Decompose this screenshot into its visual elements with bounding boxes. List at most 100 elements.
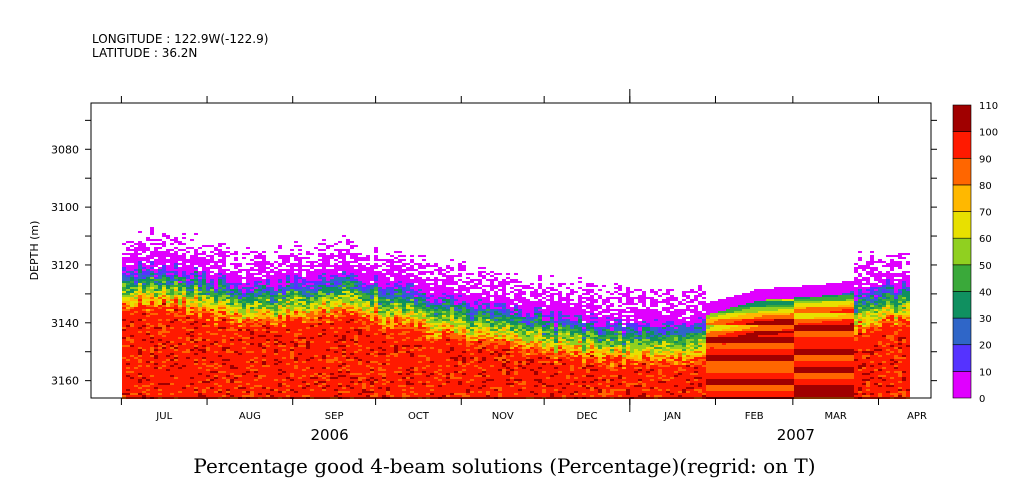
heatmap-cell [214, 385, 218, 387]
heatmap-cell [334, 355, 338, 357]
heatmap-cell [226, 315, 230, 317]
heatmap-cell [254, 279, 258, 281]
heatmap-cell [222, 343, 226, 345]
heatmap-cell [158, 283, 162, 285]
heatmap-cell [326, 347, 330, 349]
heatmap-cell [302, 383, 306, 385]
heatmap-cell [258, 261, 262, 263]
heatmap-cell [218, 355, 222, 357]
heatmap-cell [178, 285, 182, 287]
heatmap-cell [358, 377, 362, 379]
heatmap-cell [266, 261, 270, 263]
heatmap-cell [354, 291, 358, 293]
heatmap-cell [142, 329, 146, 331]
heatmap-cell [394, 361, 398, 363]
heatmap-cell [274, 283, 278, 285]
heatmap-cell [346, 355, 350, 357]
heatmap-cell [206, 271, 210, 273]
heatmap-cell [354, 323, 358, 325]
heatmap-cell [130, 395, 134, 397]
heatmap-cell [398, 317, 402, 319]
heatmap-cell [326, 335, 330, 337]
heatmap-cell [214, 321, 218, 323]
heatmap-cell [154, 357, 158, 359]
heatmap-cell [230, 277, 234, 279]
heatmap-cell [142, 315, 146, 317]
heatmap-cell [306, 271, 310, 273]
heatmap-cell [134, 287, 138, 289]
heatmap-cell [270, 367, 274, 369]
heatmap-cell [170, 283, 174, 285]
heatmap-cell [270, 297, 274, 299]
heatmap-cell [258, 363, 262, 365]
heatmap-cell [314, 329, 318, 331]
heatmap-cell [254, 351, 258, 353]
heatmap-cell [334, 271, 338, 273]
heatmap-cell [222, 305, 226, 307]
heatmap-cell [122, 361, 126, 363]
heatmap-cell [170, 341, 174, 343]
heatmap-cell [210, 267, 214, 269]
heatmap-cell [226, 373, 230, 375]
heatmap-cell [258, 257, 262, 259]
heatmap-cell [158, 337, 162, 339]
heatmap-cell [226, 337, 230, 339]
heatmap-cell [238, 287, 242, 289]
heatmap-cell [150, 383, 154, 385]
heatmap-cell [170, 273, 174, 275]
heatmap-cell [270, 307, 274, 309]
heatmap-cell [274, 315, 278, 317]
heatmap-cell [170, 281, 174, 283]
heatmap-cell [334, 323, 338, 325]
heatmap-cell [290, 331, 294, 333]
heatmap-cell [334, 315, 338, 317]
heatmap-cell [190, 255, 194, 257]
heatmap-cell [198, 331, 202, 333]
heatmap-cell [194, 279, 198, 281]
heatmap-cell [178, 393, 182, 395]
heatmap-cell [186, 357, 190, 359]
heatmap-cell [314, 379, 318, 381]
heatmap-cell [190, 371, 194, 373]
heatmap-cell [174, 375, 178, 377]
heatmap-cell [294, 337, 298, 339]
heatmap-cell [182, 273, 186, 275]
heatmap-cell [246, 317, 250, 319]
heatmap-cell [294, 269, 298, 271]
heatmap-cell [206, 261, 210, 263]
heatmap-cell [266, 297, 270, 299]
heatmap-cell [230, 307, 234, 309]
heatmap-cell [166, 355, 170, 357]
heatmap-cell [234, 303, 238, 305]
heatmap-cell [226, 317, 230, 319]
heatmap-cell [138, 361, 142, 363]
heatmap-cell [330, 309, 334, 311]
heatmap-cell [178, 289, 182, 291]
heatmap-cell [230, 327, 234, 329]
heatmap-cell [282, 369, 286, 371]
heatmap-cell [278, 323, 282, 325]
heatmap-cell [290, 303, 294, 305]
heatmap-cell [222, 371, 226, 373]
heatmap-cell [150, 333, 154, 335]
heatmap-cell [186, 293, 190, 295]
heatmap-cell [194, 375, 198, 377]
heatmap-cell [398, 361, 402, 363]
heatmap-cell [202, 317, 206, 319]
heatmap-cell [214, 315, 218, 317]
heatmap-cell [250, 299, 254, 301]
heatmap-cell [342, 315, 346, 317]
heatmap-cell [270, 271, 274, 273]
heatmap-cell [126, 265, 130, 267]
heatmap-cell [382, 339, 386, 341]
heatmap-cell [202, 361, 206, 363]
heatmap-cell [378, 289, 382, 291]
heatmap-cell [186, 371, 190, 373]
heatmap-cell [150, 227, 154, 229]
heatmap-cell [318, 349, 322, 351]
heatmap-cell [226, 275, 230, 277]
heatmap-cell [246, 339, 250, 341]
heatmap-cell [362, 287, 366, 289]
heatmap-cell [270, 355, 274, 357]
heatmap-cell [334, 359, 338, 361]
